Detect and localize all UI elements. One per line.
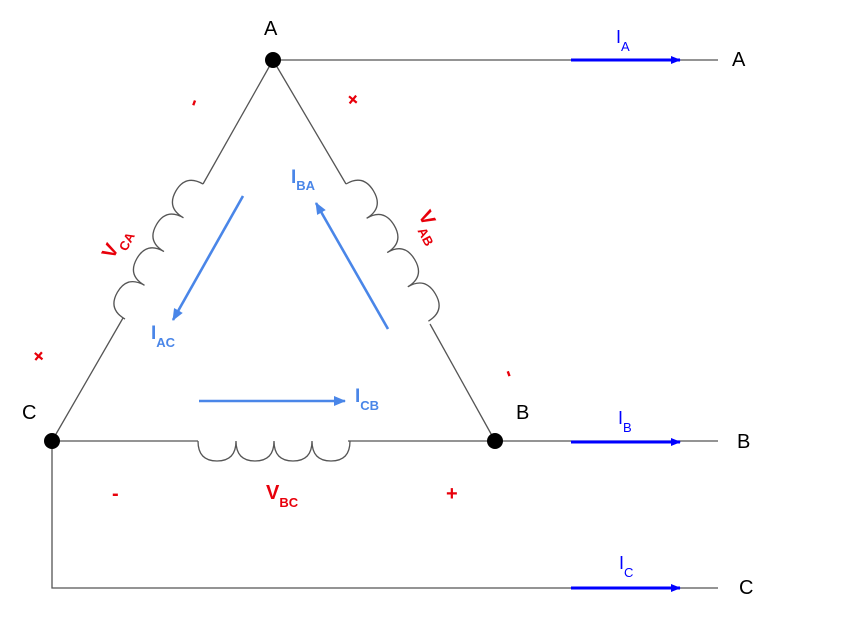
polarity-bc-minus: - <box>112 483 119 505</box>
current-iac-label: IAC <box>151 323 176 350</box>
svg-text:VCA: VCA <box>98 223 138 265</box>
current-ia-label: IA <box>616 27 630 54</box>
terminal-c-label: C <box>739 577 753 599</box>
coil-ab <box>346 174 446 321</box>
current-icb-label: ICB <box>355 386 379 413</box>
wire-coil-ab-to-b <box>430 324 495 441</box>
voltage-vbc-label: VBC <box>266 482 299 510</box>
terminal-a-label: A <box>732 49 746 71</box>
wire-a-to-coil-ca <box>203 60 273 184</box>
voltage-vab-label: VAB <box>408 207 448 249</box>
polarity-bc-plus: + <box>446 483 458 505</box>
current-ib-label: IB <box>618 408 632 435</box>
polarity-ca-minus: - <box>182 96 205 110</box>
polarity-ab-minus: - <box>498 367 521 381</box>
node-b-dot <box>487 433 503 449</box>
node-c-dot <box>44 433 60 449</box>
current-ic-label: IC <box>619 553 633 580</box>
current-iac-arrow <box>173 196 243 320</box>
polarity-ca-plus: + <box>27 344 50 368</box>
voltage-vca-label: VCA <box>98 223 138 265</box>
terminal-b-label: B <box>737 431 750 453</box>
wire-a-to-coil-ab <box>273 60 346 184</box>
polarity-ab-plus: + <box>341 88 364 112</box>
wire-coil-ca-to-c <box>52 318 123 441</box>
current-iba-label: IBA <box>291 167 316 193</box>
coil-bc <box>198 441 350 461</box>
node-a-dot <box>265 52 281 68</box>
svg-text:VAB: VAB <box>408 207 448 249</box>
current-iba-arrow <box>316 203 388 329</box>
node-a-label: A <box>264 18 278 40</box>
node-c-label: C <box>22 402 36 424</box>
node-b-label: B <box>516 402 529 424</box>
coils <box>108 174 446 461</box>
